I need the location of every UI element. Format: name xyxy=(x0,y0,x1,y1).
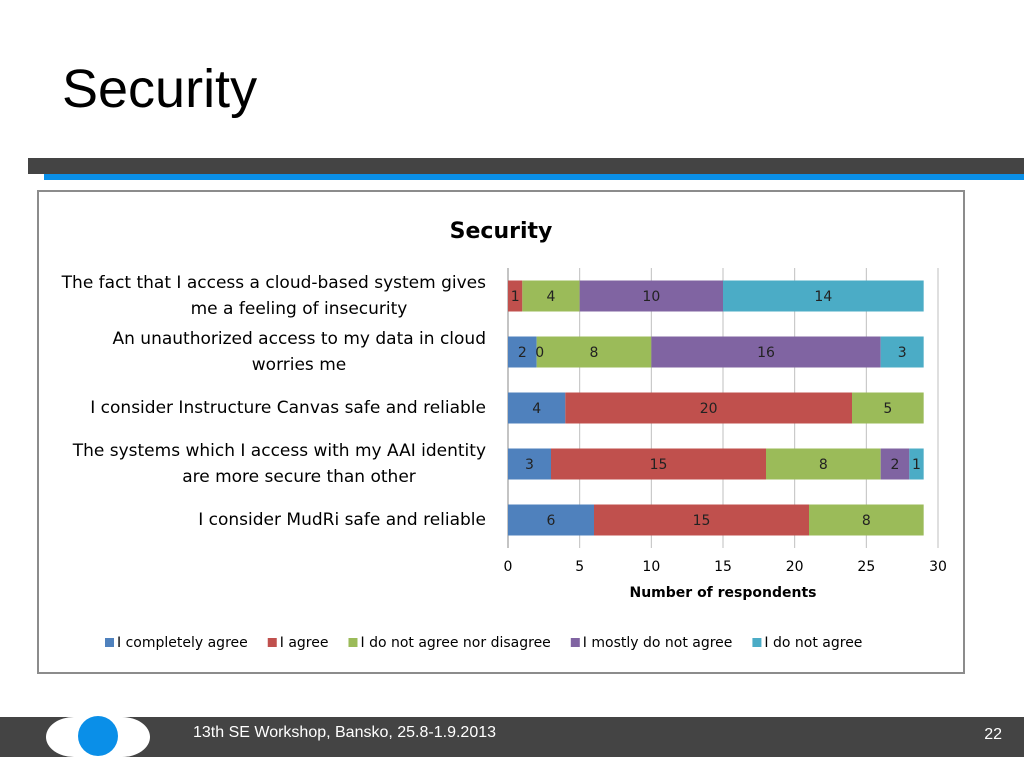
legend-label: I mostly do not agree xyxy=(583,635,733,651)
data-label: 4 xyxy=(532,401,541,417)
chart-title: Security xyxy=(450,219,553,244)
bar-segment xyxy=(723,280,924,312)
legend-swatch xyxy=(752,638,762,647)
bar-segment xyxy=(766,448,881,480)
bar-segment xyxy=(508,448,551,480)
bar-segment xyxy=(508,392,566,424)
data-label: 8 xyxy=(590,345,599,361)
category-label: I consider MudRi safe and reliable xyxy=(198,510,486,530)
data-label: 20 xyxy=(700,401,718,417)
x-tick-label: 30 xyxy=(929,559,947,575)
data-label: 8 xyxy=(819,457,828,473)
data-label: 16 xyxy=(757,345,775,361)
x-axis-label: Number of respondents xyxy=(630,585,817,601)
legend-swatch xyxy=(348,638,358,647)
category-label: An unauthorized access to my data in clo… xyxy=(113,329,487,349)
category-label: The fact that I access a cloud-based sys… xyxy=(61,273,486,293)
data-label: 4 xyxy=(547,289,556,305)
title-divider-blue xyxy=(44,174,1024,180)
bar-segment xyxy=(880,448,910,480)
page-number: 22 xyxy=(984,726,1002,743)
data-label: 1 xyxy=(511,289,520,305)
bar-segment xyxy=(508,336,537,368)
x-tick-label: 0 xyxy=(504,559,513,575)
data-label: 1 xyxy=(912,457,921,473)
title-divider-dark xyxy=(28,158,1024,174)
footer-circle-icon xyxy=(78,716,118,756)
category-label: me a feeling of insecurity xyxy=(191,299,408,319)
legend-swatch xyxy=(105,638,114,647)
data-label: 14 xyxy=(814,289,832,305)
bar-segment xyxy=(508,504,594,536)
data-label: 3 xyxy=(898,345,907,361)
bar-segment xyxy=(852,392,924,424)
bar-segment xyxy=(551,448,766,480)
legend-swatch xyxy=(570,638,580,647)
data-label: 3 xyxy=(525,457,534,473)
bar-segment xyxy=(536,336,652,368)
bar-segment xyxy=(909,448,924,480)
bar-segment xyxy=(809,504,924,536)
category-label: are more secure than other xyxy=(182,467,416,487)
bar-segment xyxy=(880,336,924,368)
bar-segment xyxy=(579,280,723,312)
data-label: 0 xyxy=(535,345,544,361)
category-label: The systems which I access with my AAI i… xyxy=(72,441,486,461)
legend-label: I do not agree xyxy=(764,635,862,651)
legend-label: I completely agree xyxy=(117,635,248,651)
data-label: 5 xyxy=(883,401,892,417)
data-label: 15 xyxy=(650,457,668,473)
footer-bar xyxy=(0,717,1024,757)
bar-segment xyxy=(594,504,809,536)
x-tick-label: 5 xyxy=(575,559,584,575)
footer-text: 13th SE Workshop, Bansko, 25.8-1.9.2013 xyxy=(193,724,497,741)
legend-label: I do not agree nor disagree xyxy=(360,635,550,651)
bar-segment xyxy=(651,336,881,368)
category-label: worries me xyxy=(252,355,346,375)
data-label: 8 xyxy=(862,513,871,529)
data-label: 10 xyxy=(642,289,660,305)
data-label: 2 xyxy=(518,345,527,361)
chart-frame: Security 0 5 10 15 20 25 30 Number of respondent… xyxy=(37,190,965,674)
x-tick-label: 20 xyxy=(786,559,804,575)
bar-segment xyxy=(565,392,852,424)
data-label: 2 xyxy=(891,457,900,473)
data-label: 15 xyxy=(693,513,711,529)
x-tick-label: 15 xyxy=(714,559,732,575)
x-tick-label: 25 xyxy=(857,559,875,575)
legend-swatch xyxy=(267,638,277,647)
bar-segment xyxy=(522,280,580,312)
x-tick-label: 10 xyxy=(642,559,660,575)
data-label: 6 xyxy=(547,513,556,529)
category-label: I consider Instructure Canvas safe and r… xyxy=(90,398,486,418)
bar-segment xyxy=(508,280,523,312)
legend-label: I agree xyxy=(280,635,329,651)
slide-title: Security xyxy=(62,59,258,119)
